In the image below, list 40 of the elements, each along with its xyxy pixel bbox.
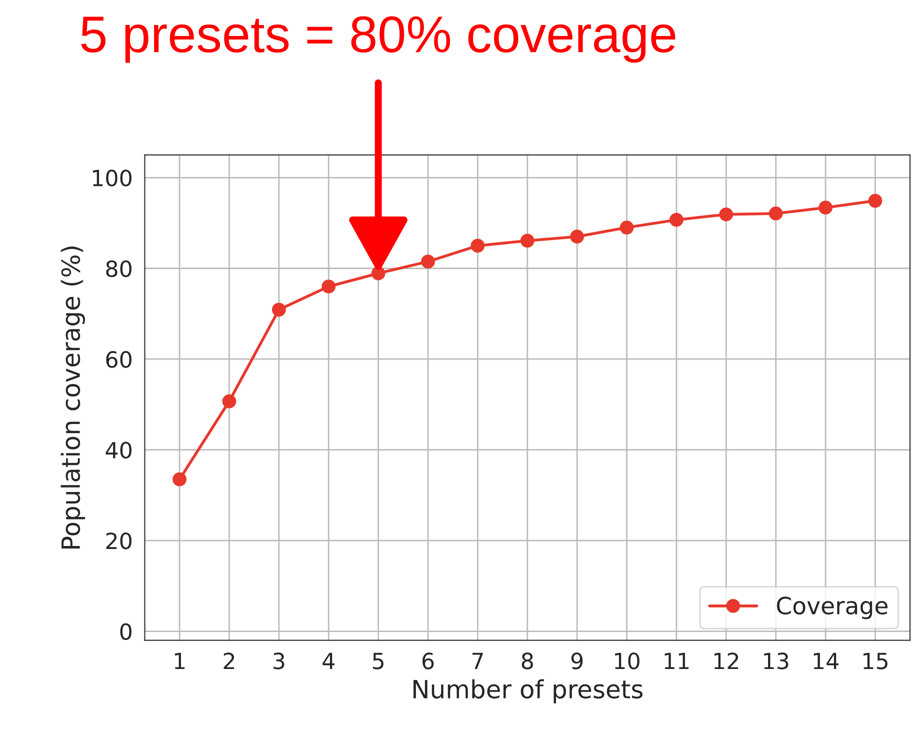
y-axis-title: Population coverage (%) [60, 246, 85, 548]
x-tick-label: 13 [764, 652, 788, 670]
y-tick-label: 0 [120, 623, 132, 640]
y-tick-label: 100 [92, 170, 132, 186]
point [322, 280, 336, 294]
x-tick-label: 4 [322, 652, 334, 670]
x-tick-label: 14 [814, 652, 838, 670]
y-tick-label: 40 [106, 442, 132, 459]
x-tick-label: 12 [714, 652, 738, 670]
point [620, 220, 634, 234]
x-tick-label: 5 [372, 652, 384, 670]
x-tick-label: 11 [664, 652, 689, 670]
y-tick-label: 20 [106, 532, 132, 550]
point [172, 472, 186, 486]
x-axis-title: Number of presets [414, 679, 642, 704]
point [719, 207, 734, 222]
x-tick-label: 1 [174, 652, 185, 670]
point [670, 212, 684, 227]
x-tick-label: 6 [422, 652, 434, 670]
x-tick-label: 9 [571, 652, 583, 670]
point [868, 194, 882, 208]
point [520, 234, 534, 248]
point [421, 254, 435, 269]
x-tick-label: 2 [224, 652, 234, 670]
point [371, 266, 386, 280]
point [222, 394, 236, 408]
x-tick-label: 7 [472, 652, 483, 670]
x-tick-label: 15 [864, 652, 888, 670]
x-tick-label: 3 [274, 652, 284, 670]
point [570, 230, 584, 244]
point [272, 302, 286, 317]
x-tick-label: 8 [522, 652, 533, 670]
x-tick-label: 10 [615, 652, 640, 670]
y-tick-label: 80 [106, 260, 132, 278]
point [818, 200, 832, 215]
y-tick-label: 60 [106, 351, 132, 368]
point [470, 238, 485, 253]
point [768, 206, 783, 220]
legend-label: Coverage [776, 596, 888, 620]
annotation: 5 presets = 80% coverage [81, 16, 676, 63]
